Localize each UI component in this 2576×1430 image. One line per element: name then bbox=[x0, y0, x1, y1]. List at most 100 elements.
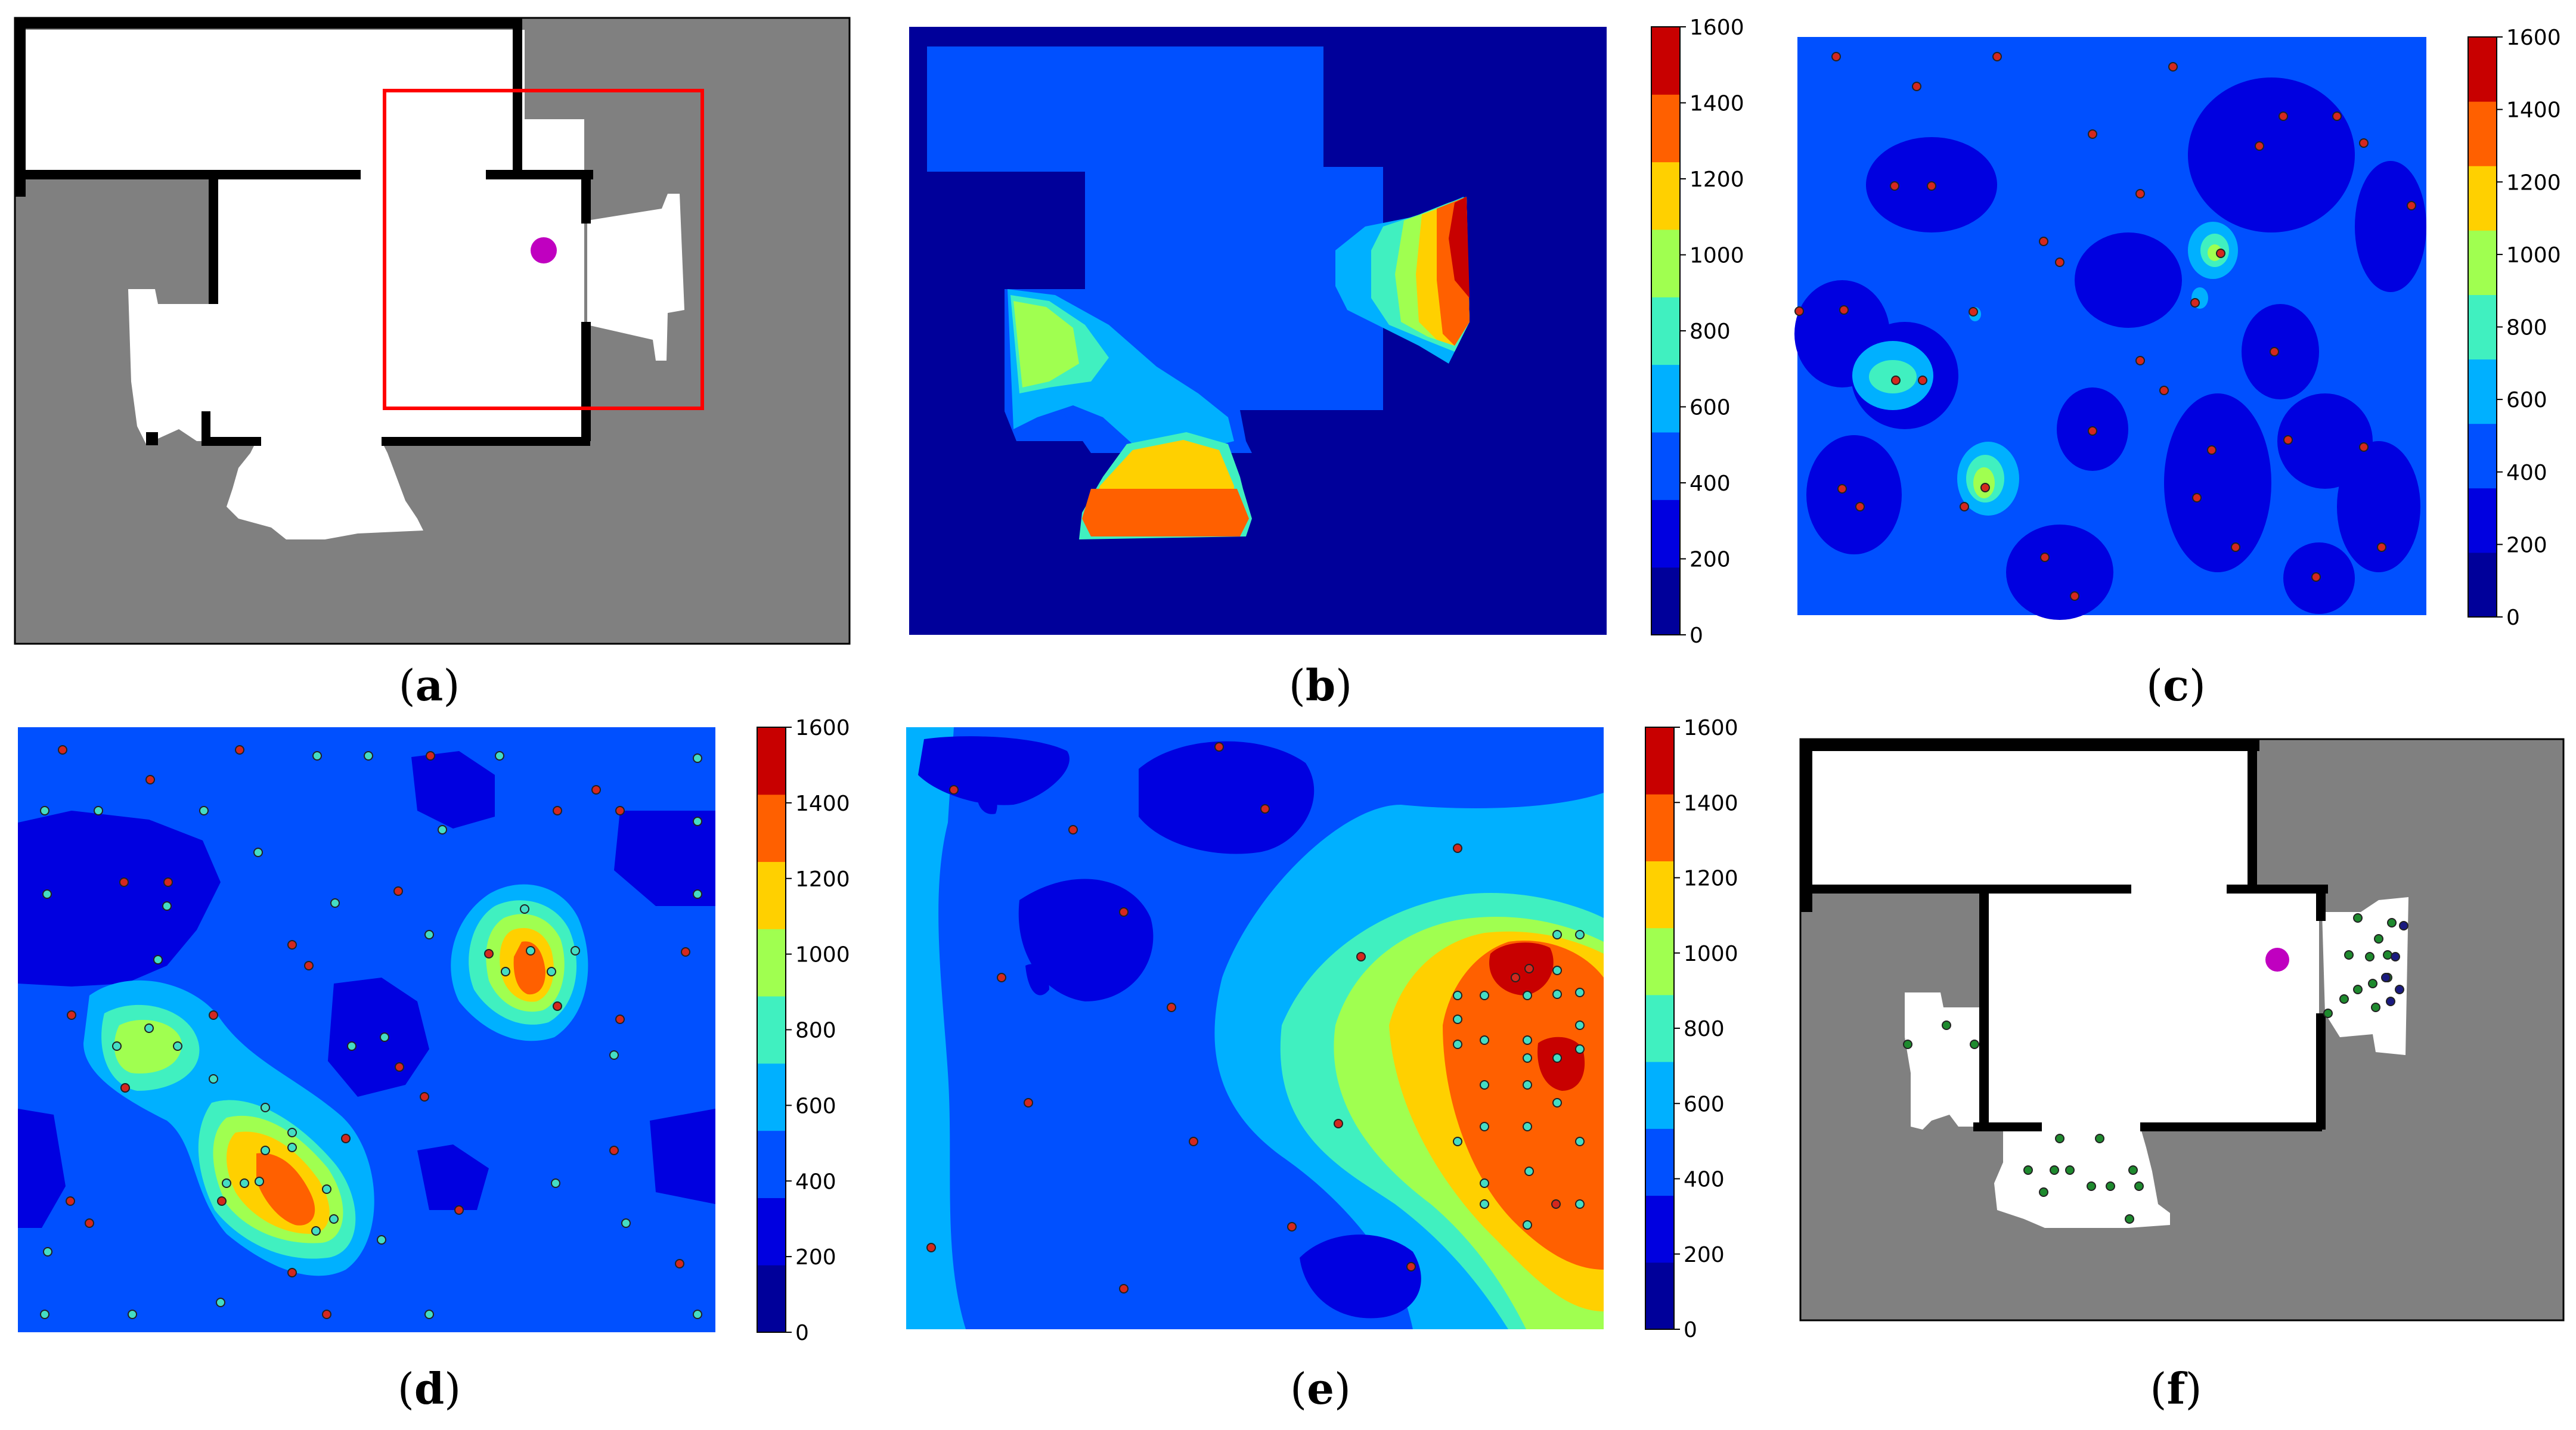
sample-point bbox=[287, 1268, 297, 1277]
sample-point bbox=[94, 806, 103, 815]
sample-point bbox=[287, 1128, 297, 1137]
selected-points bbox=[1903, 913, 2408, 1224]
colorbar-segment bbox=[2468, 552, 2497, 618]
sample-point bbox=[2387, 918, 2397, 928]
sample-point bbox=[2231, 542, 2240, 552]
sample-point bbox=[1903, 1040, 1912, 1049]
sample-point bbox=[2255, 141, 2264, 151]
sample-point bbox=[1024, 1098, 1033, 1108]
sample-point bbox=[2106, 1181, 2115, 1191]
sample-point bbox=[2039, 237, 2048, 246]
sample-point bbox=[1453, 843, 1462, 853]
sample-point bbox=[347, 1041, 357, 1051]
sample-point bbox=[304, 961, 314, 970]
colorbar-segment bbox=[2468, 166, 2497, 231]
sample-point bbox=[1552, 966, 1562, 975]
colorbar-tick-label: 800 bbox=[795, 1019, 836, 1043]
sample-point bbox=[377, 1235, 386, 1245]
map-free-room-main bbox=[215, 173, 584, 441]
sample-point bbox=[1575, 1020, 1585, 1030]
sample-point bbox=[85, 1218, 94, 1228]
sample-point bbox=[1980, 483, 1990, 492]
colorbar-tick-label: 600 bbox=[795, 1094, 836, 1118]
sample-point bbox=[2353, 913, 2363, 923]
colorbar-b: 0 200 400 600 800 1000 1200 1400 1600 bbox=[1651, 15, 1744, 648]
sample-point bbox=[693, 817, 702, 826]
map-walls bbox=[15, 18, 593, 446]
sample-point bbox=[2270, 347, 2279, 356]
sample-point bbox=[222, 1178, 231, 1188]
sample-point bbox=[1523, 1053, 1532, 1063]
sample-point bbox=[2135, 189, 2145, 198]
sample-point bbox=[2065, 1165, 2075, 1175]
heatmap-room-top bbox=[927, 46, 1323, 172]
colorbar-segment bbox=[2468, 359, 2497, 424]
sample-point bbox=[2359, 442, 2369, 452]
sample-point bbox=[2368, 979, 2377, 988]
sample-point bbox=[2088, 129, 2097, 139]
sample-point bbox=[2023, 1165, 2033, 1175]
map-free-right-wing bbox=[2322, 897, 2408, 1055]
sample-point bbox=[2407, 201, 2416, 210]
sample-point bbox=[1453, 991, 1462, 1000]
colorbar-tick-label: 1000 bbox=[2506, 243, 2561, 268]
colorbar-segment bbox=[1645, 1062, 1674, 1129]
sample-point bbox=[615, 1015, 625, 1024]
sample-point bbox=[1552, 1098, 1562, 1108]
sample-point bbox=[501, 967, 510, 976]
sample-point bbox=[2279, 111, 2288, 121]
sample-point bbox=[2377, 542, 2386, 552]
sample-point bbox=[2039, 1187, 2048, 1197]
sample-point bbox=[926, 1243, 936, 1252]
sample-point bbox=[2070, 591, 2079, 601]
colorbar-tick-label: 800 bbox=[1690, 319, 1731, 344]
colorbar-tick-label: 400 bbox=[1684, 1168, 1725, 1192]
sample-point bbox=[1523, 1220, 1532, 1230]
colorbar-segment bbox=[757, 1265, 786, 1333]
map-free-room-right bbox=[525, 119, 584, 179]
sample-point bbox=[1453, 1137, 1462, 1146]
map-free-room-main bbox=[1985, 888, 2319, 1127]
region-of-interest bbox=[383, 89, 704, 410]
sample-point bbox=[454, 1205, 464, 1215]
colorbar-tick-label: 200 bbox=[1684, 1243, 1725, 1267]
colorbar-tick-label: 1400 bbox=[1684, 791, 1738, 815]
sample-point bbox=[2391, 952, 2400, 961]
sample-point bbox=[1523, 1080, 1532, 1090]
sample-point bbox=[520, 904, 529, 914]
sample-point bbox=[261, 1103, 270, 1112]
sample-point bbox=[1406, 1262, 1416, 1271]
panel-label-c: (c) bbox=[2146, 660, 2206, 711]
sample-point bbox=[2399, 921, 2408, 930]
sample-point bbox=[1068, 825, 1078, 835]
colorbar-tick-label: 1400 bbox=[1690, 92, 1744, 116]
sample-points bbox=[1794, 52, 2416, 601]
sample-point bbox=[2125, 1214, 2134, 1224]
heatmap-room-right bbox=[1312, 167, 1383, 203]
sample-point bbox=[2055, 258, 2064, 267]
colorbar-tick-label: 200 bbox=[795, 1245, 836, 1270]
sample-point bbox=[1524, 1167, 1534, 1176]
sample-point bbox=[42, 889, 52, 899]
sample-point bbox=[2050, 1165, 2059, 1175]
sample-point bbox=[2128, 1165, 2138, 1175]
sample-point bbox=[287, 940, 297, 950]
colorbar-tick-label: 1000 bbox=[795, 943, 850, 967]
sample-point bbox=[209, 1074, 218, 1084]
sample-point bbox=[322, 1184, 331, 1194]
sample-point bbox=[1552, 930, 1562, 939]
sample-point bbox=[526, 946, 535, 956]
robot-marker bbox=[531, 237, 557, 263]
colorbar-tick-label: 1200 bbox=[795, 867, 850, 892]
sample-point bbox=[1912, 82, 1921, 91]
sample-point bbox=[949, 785, 959, 795]
colorbar-tick-label: 200 bbox=[1690, 548, 1731, 572]
colorbar-segment bbox=[757, 1063, 786, 1131]
sample-point bbox=[1839, 305, 1849, 315]
sample-point bbox=[2359, 138, 2369, 148]
colorbar-segment bbox=[1645, 994, 1674, 1062]
sample-point bbox=[1511, 973, 1520, 982]
sample-point bbox=[1575, 1137, 1585, 1146]
sample-point bbox=[615, 806, 625, 815]
sample-point bbox=[1552, 989, 1562, 999]
